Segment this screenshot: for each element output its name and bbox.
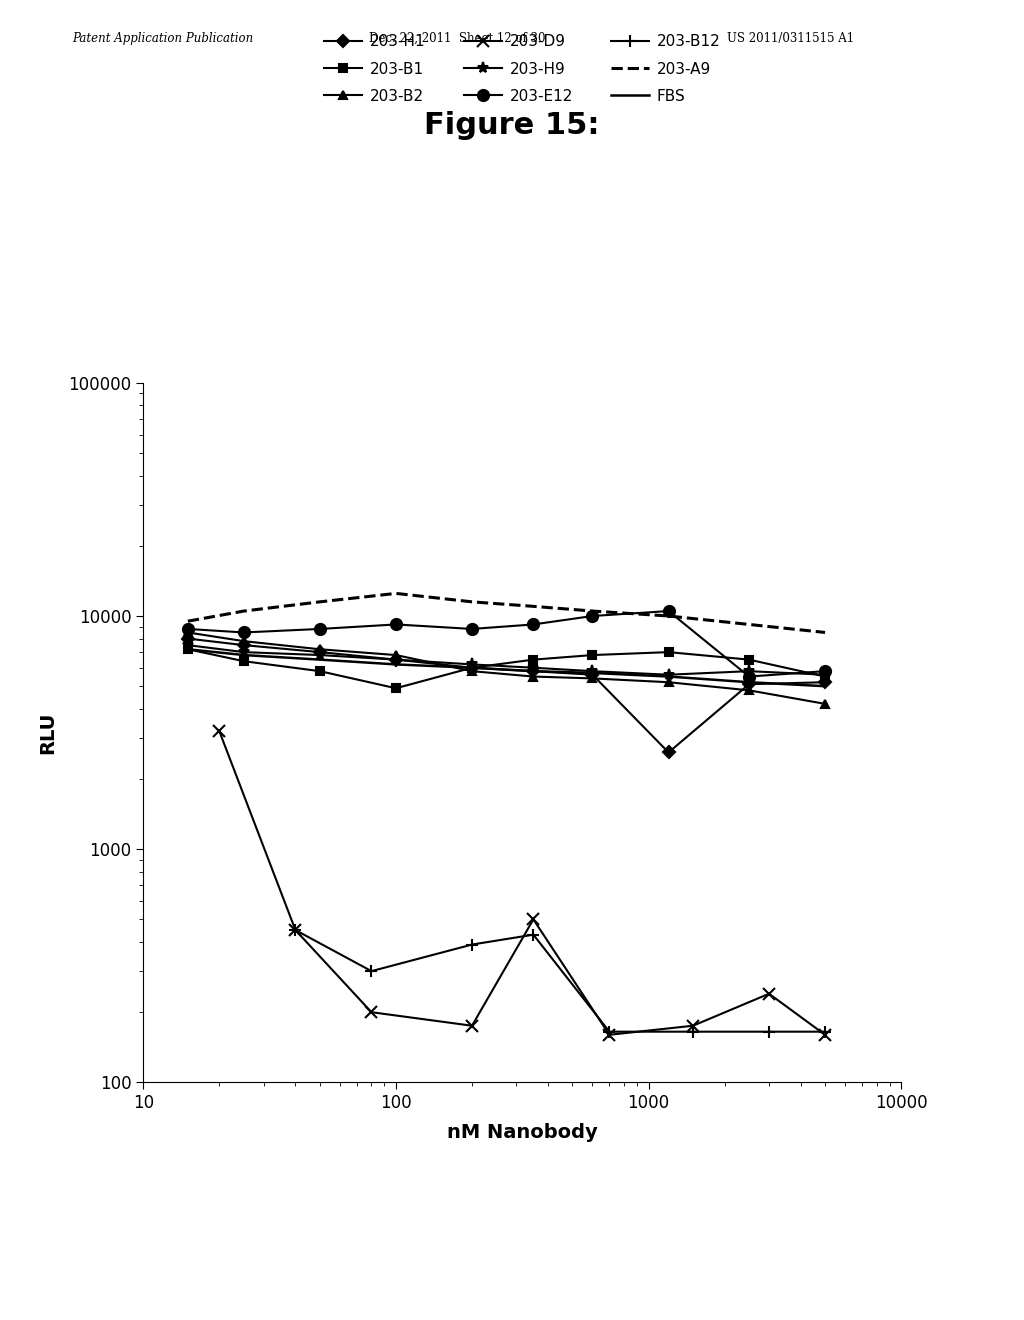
- Text: US 2011/0311515 A1: US 2011/0311515 A1: [727, 32, 854, 45]
- Text: Dec. 22, 2011  Sheet 12 of 30: Dec. 22, 2011 Sheet 12 of 30: [369, 32, 545, 45]
- Text: Patent Application Publication: Patent Application Publication: [72, 32, 253, 45]
- X-axis label: nM Nanobody: nM Nanobody: [446, 1123, 598, 1142]
- Y-axis label: RLU: RLU: [38, 711, 57, 754]
- Text: Figure 15:: Figure 15:: [424, 111, 600, 140]
- Legend: 203-H1, 203-B1, 203-B2, 203-D9, 203-H9, 203-E12, 203-B12, 203-A9, FBS: 203-H1, 203-B1, 203-B2, 203-D9, 203-H9, …: [316, 26, 728, 111]
